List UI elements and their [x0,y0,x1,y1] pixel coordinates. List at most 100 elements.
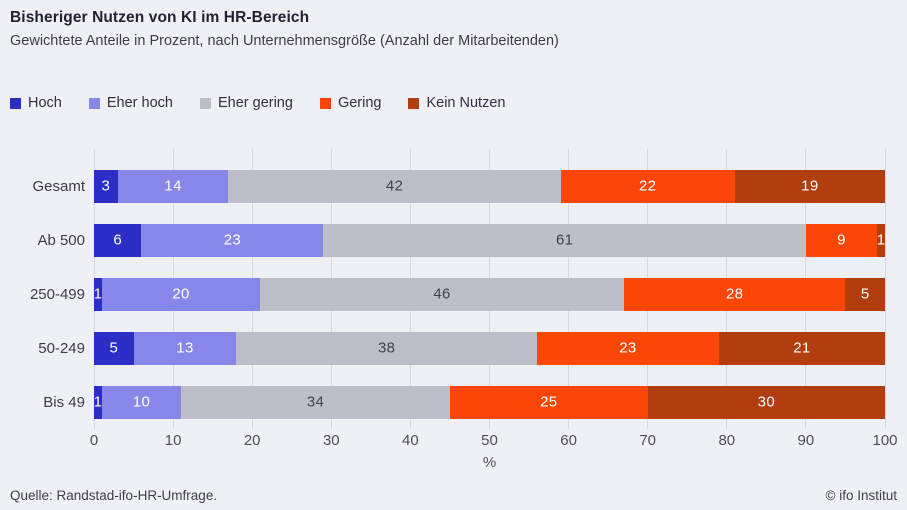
chart-legend: Hoch Eher hoch Eher gering Gering Kein Nutze… [10,95,897,111]
stacked-bar: 1 20 46 28 5 [93,277,885,311]
copyright-note: © ifo Institut [825,488,897,503]
bar-segment-kein-nutzen: 30 [647,385,885,419]
category-label: Gesamt [32,177,85,195]
legend-item: Eher gering [199,95,293,111]
bar-row: 50-249 5 13 38 23 21 [0,321,907,375]
segment-value: 20 [172,285,190,303]
segment-value: 21 [793,339,811,357]
segment-value: 25 [540,393,558,411]
x-axis: 0 10 20 30 40 50 60 70 80 90 100 [90,432,898,450]
bar-segment-kein-nutzen: 21 [718,331,885,365]
segment-value: 1 [93,393,103,411]
bar-segment-eher-hoch: 23 [141,223,324,257]
legend-label: Kein Nutzen [426,95,506,111]
bar-segment-hoch: 3 [94,169,118,203]
bar-row: Ab 500 6 23 61 9 1 [0,213,907,267]
legend-swatch [10,97,21,109]
category-label: 250-499 [29,285,85,303]
legend-item: Hoch [10,95,62,111]
stacked-bar: 5 13 38 23 21 [94,331,885,365]
bar-segment-hoch: 6 [94,223,142,257]
x-tick-label: 70 [639,432,657,449]
segment-value: 34 [306,393,325,411]
segment-value: 1 [93,285,103,303]
segment-value: 22 [639,177,657,195]
legend-label: Hoch [28,95,62,111]
bar-segment-kein-nutzen: 5 [845,277,885,311]
x-tick-label: 50 [481,432,498,449]
bar-segment-gering: 9 [805,223,878,257]
segment-value: 9 [837,231,846,249]
chart-subtitle: Gewichtete Anteile in Prozent, nach Unte… [10,32,559,49]
bar-segment-eher-gering: 38 [236,331,537,365]
segment-value: 23 [619,339,637,357]
x-tick-label: 30 [322,432,340,449]
legend-item: Gering [319,95,382,111]
bar-row: Bis 49 1 10 34 25 30 [0,375,907,429]
x-tick-label: 60 [560,432,577,449]
bar-segment-hoch: 1 [93,385,103,419]
x-axis-label: % [482,454,497,471]
bar-segment-gering: 22 [560,169,735,203]
source-note: Quelle: Randstad-ifo-HR-Umfrage. [10,488,218,503]
segment-value: 46 [433,285,451,303]
stacked-bar: 6 23 61 9 1 [94,223,886,257]
gridline [884,149,886,429]
segment-value: 42 [385,177,404,195]
bar-segment-kein-nutzen: 1 [876,223,886,257]
bar-segment-hoch: 5 [94,331,134,365]
legend-swatch [408,97,420,109]
x-tick-label: 90 [797,432,815,449]
bar-segment-gering: 23 [536,331,719,365]
bar-segment-kein-nutzen: 19 [734,169,885,203]
segment-value: 1 [876,231,886,249]
segment-value: 23 [223,231,242,249]
category-label: 50-249 [38,339,85,357]
bar-segment-eher-gering: 46 [260,277,624,311]
stacked-bar: 3 14 42 22 19 [94,169,885,203]
bar-rows: Gesamt 3 14 42 22 19 Ab 500 6 23 61 9 1 250-499 1 20 46… [0,149,907,429]
bar-segment-eher-gering: 61 [323,223,806,257]
chart-header: Bisheriger Nutzen von KI im HR-Bereich G… [10,8,897,51]
segment-value: 5 [860,285,870,303]
segment-value: 3 [101,177,111,195]
segment-value: 6 [113,231,123,249]
bar-segment-gering: 28 [623,277,846,311]
segment-value: 38 [378,339,396,357]
bar-segment-eher-hoch: 14 [117,169,229,203]
bar-segment-gering: 25 [449,385,648,419]
x-tick-label: 10 [164,432,182,449]
bar-segment-eher-gering: 34 [181,385,450,419]
bar-segment-eher-gering: 42 [228,169,561,203]
legend-swatch [319,97,331,109]
bar-segment-eher-hoch: 20 [101,277,261,311]
x-tick-label: 80 [718,432,736,449]
chart-footer: Quelle: Randstad-ifo-HR-Umfrage. © ifo I… [10,488,897,503]
segment-value: 30 [757,393,775,411]
segment-value: 5 [109,339,119,357]
segment-value: 14 [164,177,182,195]
bar-segment-eher-hoch: 13 [133,331,237,365]
chart-title: Bisheriger Nutzen von KI im HR-Bereich [10,9,310,26]
legend-swatch [88,97,100,109]
x-tick-label: 100 [872,432,898,449]
legend-swatch [199,97,211,109]
x-tick-label: 20 [243,432,261,449]
bar-row: 250-499 1 20 46 28 5 [0,267,907,321]
category-label: Ab 500 [37,231,85,249]
stacked-bar: 1 10 34 25 30 [93,385,885,419]
legend-label: Eher hoch [106,95,173,111]
x-tick-label: 40 [402,432,419,449]
bar-segment-hoch: 1 [93,277,103,311]
segment-value: 10 [132,393,151,411]
plot-area: Gesamt 3 14 42 22 19 Ab 500 6 23 61 9 1 250-499 1 20 46… [0,149,907,429]
x-tick-label: 0 [89,432,99,449]
bar-segment-eher-hoch: 10 [101,385,181,419]
legend-label: Gering [337,95,382,111]
segment-value: 19 [801,177,819,195]
legend-item: Eher hoch [88,95,173,111]
segment-value: 13 [176,339,194,357]
legend-label: Eher gering [217,95,293,111]
segment-value: 28 [726,285,744,303]
